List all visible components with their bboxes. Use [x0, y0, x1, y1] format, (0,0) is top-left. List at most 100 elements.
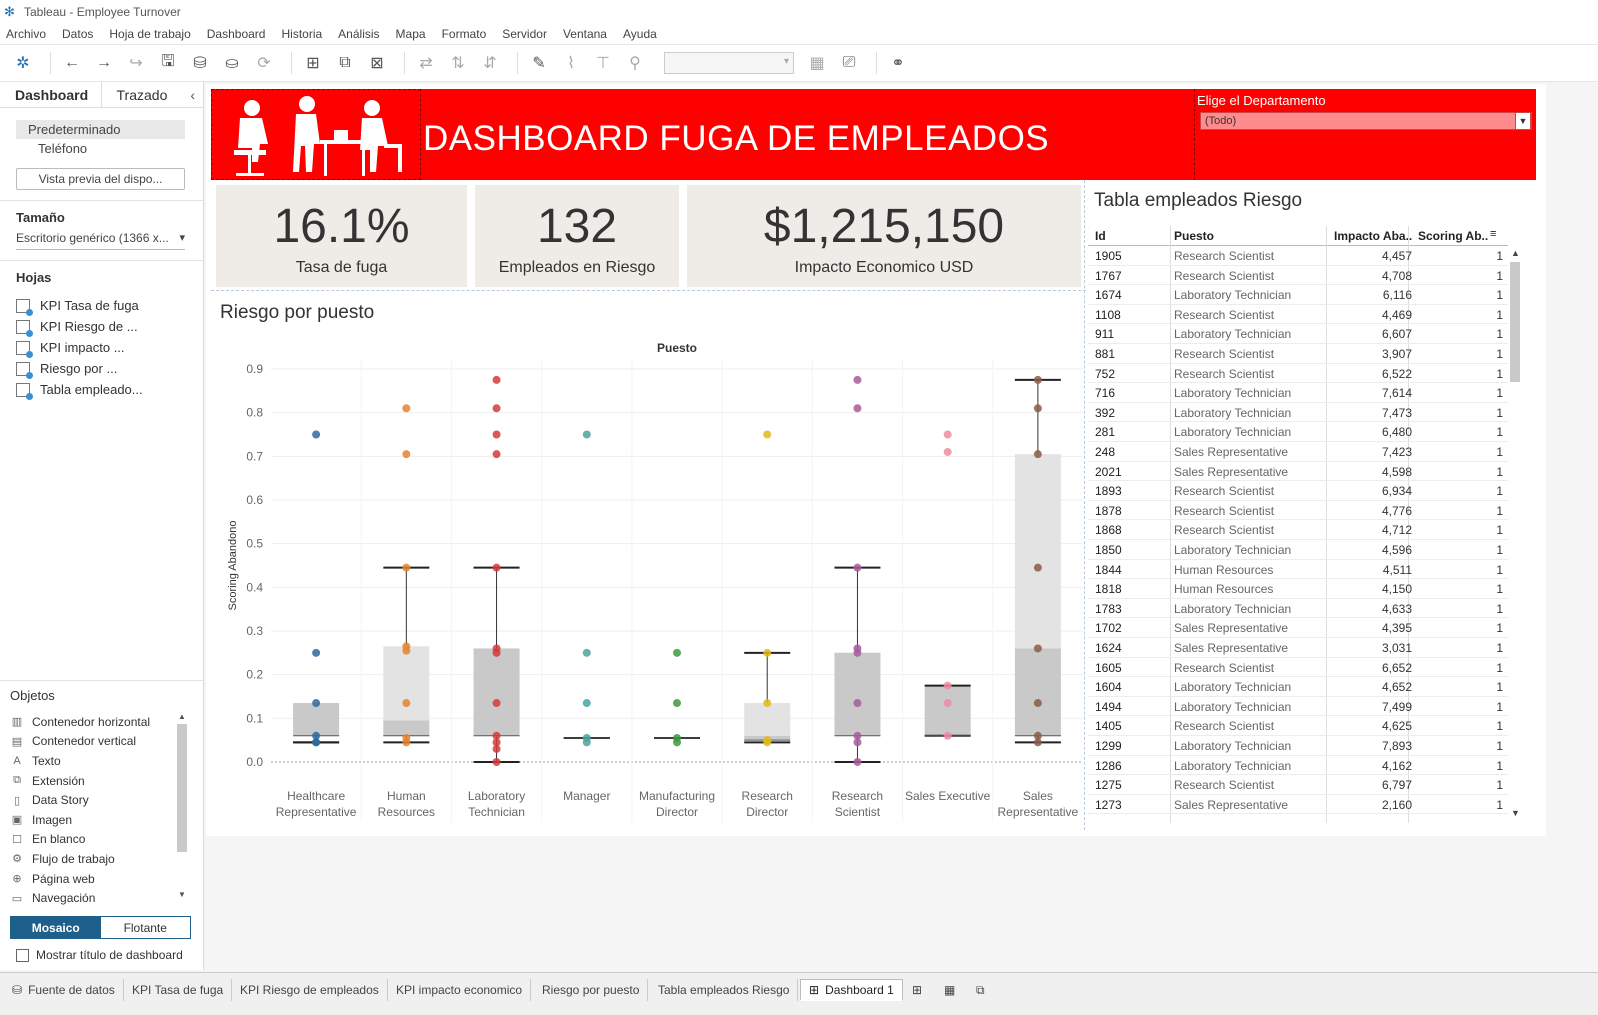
- scroll-down-icon[interactable]: ▼: [178, 890, 186, 899]
- table-row[interactable]: 1878 Research Scientist 4,776 1: [1088, 501, 1508, 521]
- risk-by-role-chart[interactable]: Puesto 0.0 0.1 0.2 0.3 0.4 0.5 0.6 0.7 0.8 0.9 Scor…: [206, 329, 1084, 869]
- scrollbar-thumb[interactable]: [1510, 262, 1520, 382]
- new-worksheet-icon[interactable]: ⊞: [306, 55, 320, 72]
- data-point[interactable]: [1033, 404, 1042, 413]
- new-worksheet-tab-icon[interactable]: ⊞: [912, 983, 923, 997]
- table-row[interactable]: 1624 Sales Representative 3,031 1: [1088, 638, 1508, 658]
- table-row[interactable]: 1405 Research Scientist 4,625 1: [1088, 716, 1508, 736]
- pause-updates-icon[interactable]: ⛀: [225, 55, 239, 72]
- table-row[interactable]: 1850 Laboratory Technician 4,596 1: [1088, 540, 1508, 560]
- menu-dashboard[interactable]: Dashboard: [206, 27, 266, 41]
- table-row[interactable]: 716 Laboratory Technician 7,614 1: [1088, 383, 1508, 403]
- object-item[interactable]: ⧉ Extensión: [10, 771, 180, 791]
- data-point[interactable]: [1033, 644, 1042, 653]
- menu-historia[interactable]: Historia: [281, 27, 323, 41]
- data-point[interactable]: [853, 758, 862, 766]
- tab-sheet[interactable]: Tabla empleados Riesgo: [650, 979, 799, 1001]
- sheet-item[interactable]: KPI impacto ...: [0, 337, 203, 358]
- table-row[interactable]: 752 Research Scientist 6,522 1: [1088, 364, 1508, 384]
- scroll-down-icon[interactable]: ▼: [1511, 808, 1520, 818]
- save-icon[interactable]: 🖫: [161, 52, 175, 70]
- table-row[interactable]: 1299 Laboratory Technician 7,893 1: [1088, 736, 1508, 756]
- objects-scrollbar[interactable]: ▲ ▼: [177, 712, 187, 902]
- checkbox-icon[interactable]: [16, 948, 29, 962]
- new-data-source-icon[interactable]: ⛁: [193, 55, 207, 72]
- data-point[interactable]: [492, 699, 501, 708]
- sort-descending-icon[interactable]: ⇵: [483, 55, 497, 72]
- data-point[interactable]: [312, 430, 321, 439]
- table-row[interactable]: 1273 Sales Representative 2,160 1: [1088, 795, 1508, 815]
- scroll-up-icon[interactable]: ▲: [178, 712, 186, 721]
- menu-archivo[interactable]: Archivo: [6, 27, 47, 41]
- data-point[interactable]: [1033, 450, 1042, 459]
- data-point[interactable]: [402, 646, 411, 655]
- data-point[interactable]: [763, 648, 772, 657]
- duplicate-sheet-icon[interactable]: ⧉: [339, 54, 351, 71]
- sheet-item[interactable]: Riesgo por ...: [0, 358, 203, 379]
- menu-ventana[interactable]: Ventana: [562, 27, 607, 41]
- table-row[interactable]: 1818 Human Resources 4,150 1: [1088, 579, 1508, 599]
- data-point[interactable]: [853, 404, 862, 413]
- show-title-checkbox[interactable]: Mostrar título de dashboard: [16, 948, 183, 962]
- table-row[interactable]: 1286 Laboratory Technician 4,162 1: [1088, 756, 1508, 776]
- data-point[interactable]: [1033, 699, 1042, 708]
- table-row[interactable]: 1868 Research Scientist 4,712 1: [1088, 520, 1508, 540]
- device-phone[interactable]: Teléfono: [38, 141, 88, 156]
- box-upper[interactable]: [1014, 454, 1061, 649]
- group-members-icon[interactable]: ⌇: [567, 55, 575, 72]
- data-point[interactable]: [402, 563, 411, 572]
- table-row[interactable]: 1275 Research Scientist 6,797 1: [1088, 775, 1508, 795]
- sort-icon[interactable]: ≡: [1490, 228, 1497, 240]
- object-item[interactable]: ⊕ Página web: [10, 869, 180, 889]
- tab-dashboard[interactable]: Dashboard: [0, 82, 102, 107]
- data-point[interactable]: [853, 699, 862, 708]
- object-item[interactable]: ▤ Contenedor vertical: [10, 732, 180, 752]
- replay-icon[interactable]: ↪: [129, 55, 143, 72]
- sheet-item[interactable]: KPI Riesgo de ...: [0, 316, 203, 337]
- data-point[interactable]: [673, 648, 681, 657]
- data-point[interactable]: [582, 430, 591, 439]
- table-row[interactable]: 911 Laboratory Technician 6,607 1: [1088, 324, 1508, 344]
- data-point[interactable]: [853, 731, 862, 740]
- object-item[interactable]: ▭ Navegación: [10, 888, 180, 908]
- table-row[interactable]: 1844 Human Resources 4,511 1: [1088, 560, 1508, 580]
- table-row[interactable]: 1893 Research Scientist 6,934 1: [1088, 481, 1508, 501]
- data-point[interactable]: [673, 699, 681, 708]
- menu-datos[interactable]: Datos: [62, 27, 94, 41]
- data-point[interactable]: [492, 731, 501, 740]
- header-role[interactable]: Puesto: [1174, 229, 1215, 243]
- data-point[interactable]: [582, 699, 591, 708]
- box-lower[interactable]: [924, 685, 971, 736]
- sort-ascending-icon[interactable]: ⇅: [451, 55, 465, 72]
- data-point[interactable]: [492, 450, 501, 459]
- object-item[interactable]: ▣ Imagen: [10, 810, 180, 830]
- header-id[interactable]: Id: [1095, 229, 1106, 243]
- table-row[interactable]: 248 Sales Representative 7,423 1: [1088, 442, 1508, 462]
- mode-tiled-button[interactable]: Mosaico: [11, 917, 101, 938]
- tab-dashboard-1[interactable]: ⊞ Dashboard 1: [800, 979, 903, 1001]
- box-lower[interactable]: [383, 720, 430, 736]
- tab-sheet[interactable]: KPI Tasa de fuga: [124, 979, 233, 1001]
- share-icon[interactable]: ⚭: [891, 55, 905, 72]
- data-point[interactable]: [943, 430, 952, 439]
- menu-mapa[interactable]: Mapa: [395, 27, 426, 41]
- device-default[interactable]: Predeterminado: [16, 120, 185, 139]
- show-mark-labels-icon[interactable]: ⊤: [596, 55, 610, 72]
- menu-hoja-de-trabajo[interactable]: Hoja de trabajo: [109, 27, 191, 41]
- box-lower[interactable]: [473, 648, 520, 736]
- box-upper[interactable]: [744, 703, 791, 736]
- data-point[interactable]: [943, 681, 952, 690]
- menu-analisis[interactable]: Análisis: [338, 27, 380, 41]
- header-scoring[interactable]: Scoring Ab..: [1418, 229, 1489, 243]
- data-point[interactable]: [492, 375, 501, 384]
- data-point[interactable]: [763, 430, 772, 439]
- data-point[interactable]: [763, 738, 772, 747]
- menu-formato[interactable]: Formato: [441, 27, 487, 41]
- table-row[interactable]: 1605 Research Scientist 6,652 1: [1088, 658, 1508, 678]
- menu-ayuda[interactable]: Ayuda: [622, 27, 657, 41]
- data-point[interactable]: [312, 738, 321, 747]
- swap-rows-columns-icon[interactable]: ⇄: [419, 55, 433, 72]
- department-dropdown[interactable]: (Todo) ▼: [1200, 112, 1532, 130]
- data-point[interactable]: [402, 404, 411, 413]
- redo-icon[interactable]: →: [96, 54, 112, 71]
